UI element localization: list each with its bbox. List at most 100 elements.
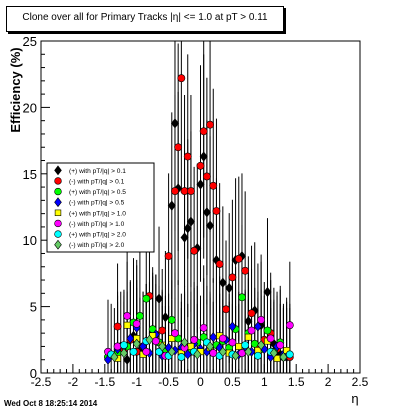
data-point-series-6 <box>171 329 179 338</box>
data-point-series-5 <box>235 343 243 350</box>
data-point-series-2 <box>202 172 211 181</box>
data-point-series-3 <box>135 311 144 320</box>
y-axis-label: Efficiency (%) <box>8 47 23 132</box>
legend-entry: (-) with pT/|q| > 1.0 <box>69 221 125 228</box>
legend-entry: (-) with pT/|q| > 0.1 <box>69 178 125 185</box>
data-point-series-8 <box>158 341 167 352</box>
data-point-series-4 <box>253 321 262 332</box>
data-point-series-4 <box>126 333 135 344</box>
data-point-series-2 <box>174 143 183 152</box>
data-point-series-2 <box>222 305 230 314</box>
x-tick-label: -2 <box>68 375 79 389</box>
x-tick-label: 0 <box>197 375 204 389</box>
y-tick-label: 20 <box>23 100 37 115</box>
data-point-series-3 <box>238 293 246 302</box>
data-point-series-1 <box>155 293 164 304</box>
data-point-series-7 <box>155 347 163 356</box>
data-point-series-4 <box>228 321 237 332</box>
data-point-series-6 <box>247 326 256 335</box>
y-tick-label: 10 <box>23 233 37 248</box>
data-point-series-8 <box>132 338 141 349</box>
data-point-series-3 <box>263 326 272 335</box>
legend-marker <box>54 219 62 228</box>
data-point-series-8 <box>110 351 119 363</box>
legend-entry: (-) with pT/|q| > 2.0 <box>69 242 125 249</box>
data-point-series-7 <box>241 341 250 350</box>
data-point-series-6 <box>123 311 132 320</box>
y-tick-label: 25 <box>23 34 37 49</box>
legend-marker <box>54 239 62 250</box>
x-tick-label: 0.5 <box>224 375 241 389</box>
x-tick-label: -1 <box>131 375 142 389</box>
data-point-series-1 <box>202 207 211 218</box>
data-point-series-2 <box>177 74 186 83</box>
chart-title-box: Clone over all for Primary Tracks |η| <=… <box>6 6 284 32</box>
data-point-series-8 <box>231 350 240 361</box>
data-point-series-6 <box>276 341 285 350</box>
data-point-series-1 <box>263 286 272 298</box>
data-point-series-2 <box>209 181 218 190</box>
legend-box <box>46 162 155 253</box>
data-point-series-8 <box>206 341 215 352</box>
data-point-series-1 <box>170 118 179 129</box>
x-axis-label: η <box>351 391 358 406</box>
data-point-series-3 <box>142 294 151 303</box>
data-point-series-6 <box>190 335 199 344</box>
legend-entry: (+) with pT/|q| > 0.5 <box>69 189 126 196</box>
data-point-series-2 <box>187 187 195 195</box>
data-point-series-1 <box>218 277 227 288</box>
data-point-series-8 <box>244 346 253 357</box>
legend-entry: (+) with pT/|q| > 0.1 <box>69 168 126 175</box>
legend: (+) with pT/|q| > 0.1 (-) with pT/|q| > 0… <box>46 162 155 253</box>
data-point-series-2 <box>247 309 256 318</box>
data-point-series-1 <box>186 216 195 227</box>
data-point-series-2 <box>190 246 199 255</box>
data-point-series-3 <box>250 339 259 348</box>
data-point-series-8 <box>145 334 154 345</box>
data-point-series-2 <box>196 161 205 170</box>
data-point-series-2 <box>113 322 122 331</box>
data-point-series-6 <box>142 347 151 356</box>
timestamp: Wed Oct 8 18:25:14 2014 <box>4 399 98 408</box>
legend-marker <box>54 165 62 176</box>
legend-entry: (-) with pT/|q| > 0.5 <box>69 200 125 207</box>
data-point-series-8 <box>119 347 128 359</box>
data-point-series-6 <box>151 337 160 346</box>
data-point-series-6 <box>218 334 227 343</box>
data-point-series-4 <box>209 332 218 343</box>
data-point-series-6 <box>132 319 141 328</box>
legend-marker <box>54 230 62 238</box>
data-point-series-1 <box>225 282 234 294</box>
legend-marker <box>54 197 62 208</box>
x-tick-label: -0.5 <box>158 375 179 389</box>
data-point-series-2 <box>234 254 243 263</box>
data-point-series-1 <box>196 179 205 190</box>
data-point-series-5 <box>244 333 252 341</box>
data-point-series-6 <box>257 315 266 324</box>
x-tick-label: 2.5 <box>352 375 369 389</box>
data-point-series-7 <box>177 353 186 361</box>
data-point-series-5 <box>123 321 131 329</box>
data-point-series-8 <box>193 349 202 360</box>
data-point-series-2 <box>183 152 192 161</box>
data-point-series-8 <box>180 337 189 348</box>
data-point-series-6 <box>266 334 275 343</box>
legend-marker <box>54 187 62 196</box>
data-point-series-1 <box>199 151 208 162</box>
data-point-series-2 <box>199 127 208 136</box>
y-tick-label: 5 <box>30 300 37 315</box>
data-point-series-1 <box>161 312 170 323</box>
data-point-series-4 <box>183 349 192 360</box>
data-point-series-2 <box>206 120 214 129</box>
axes: -2.5 -2 -1.5 -1 -0.5 0 0.5 1 1.5 2 2.5 0 5 10 15 20 25 η E… <box>8 34 369 406</box>
data-point-series-1 <box>180 232 189 243</box>
legend-marker <box>54 177 62 185</box>
x-tick-label: 2 <box>325 375 332 389</box>
data-point-series-8 <box>279 351 288 363</box>
data-point-series-2 <box>164 252 173 261</box>
data-point-series-8 <box>218 346 227 357</box>
data-point-series-3 <box>167 315 176 324</box>
data-point-series-6 <box>199 323 208 332</box>
data-point-series-1 <box>183 223 192 234</box>
